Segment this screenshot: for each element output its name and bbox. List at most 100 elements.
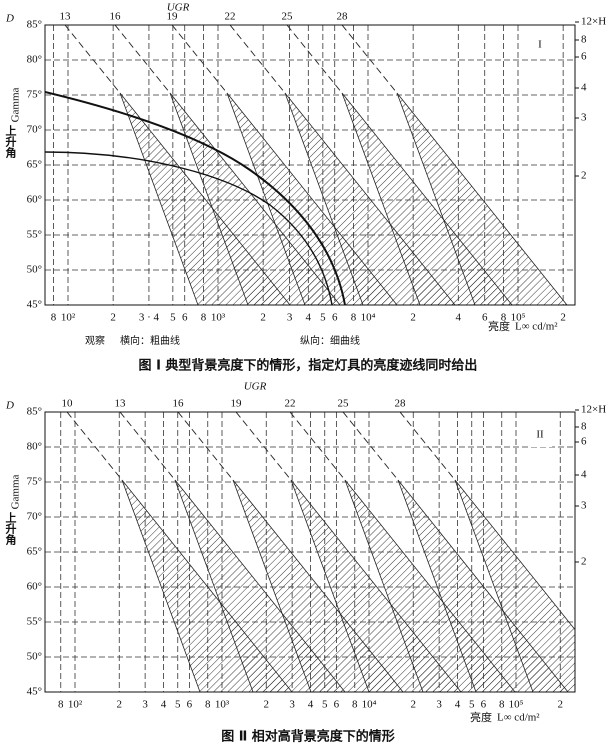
x-label: 亮度	[488, 319, 510, 333]
ugr-line	[114, 25, 171, 94]
ugr-line	[64, 25, 121, 94]
right-tick-label: 6	[581, 436, 587, 448]
y-tick-label: 70°	[27, 511, 42, 523]
ugr-line	[399, 412, 456, 481]
x-tick-label: 5	[469, 699, 475, 711]
right-tick-label: 3	[581, 112, 587, 124]
x-tick-label: 4	[306, 312, 312, 324]
x-label: 亮度	[470, 710, 492, 724]
y-tick-label: 65°	[27, 159, 42, 171]
ugr-line	[171, 25, 228, 94]
x-tick-label: 2	[117, 699, 123, 711]
ugr-label: 25	[338, 398, 350, 410]
x-tick-label: 5	[322, 699, 328, 711]
note: 横向：粗曲线	[120, 334, 180, 347]
x-tick-label: 2	[260, 312, 266, 324]
y-tick-label: 55°	[27, 616, 42, 628]
x-tick-label: 8	[501, 312, 507, 324]
x-tick-label: 2	[410, 312, 416, 324]
y-tick-label: 80°	[27, 441, 42, 453]
y-tick-label: 45°	[27, 299, 42, 311]
x-tick-label: 3 · 4	[139, 312, 160, 324]
y-tick-label: 75°	[27, 89, 42, 101]
ugr-label: 13	[60, 11, 72, 23]
roman-box	[528, 33, 552, 57]
ugr-line	[235, 412, 292, 481]
x-tick-label: 10²	[61, 312, 76, 324]
y-tick-label: 60°	[27, 194, 42, 206]
ugr-line	[177, 412, 234, 481]
note: 观察	[85, 334, 105, 347]
x-tick-label: 10⁴	[361, 312, 376, 324]
right-tick-label: 4	[581, 82, 587, 94]
y-tick-label: 65°	[27, 546, 42, 558]
y-name: 上升角	[4, 124, 17, 159]
x-tick-label: 2	[411, 699, 417, 711]
ugr-label: 22	[225, 11, 236, 23]
y-sub: Gamma	[10, 474, 22, 509]
right-tick-label: 2	[581, 170, 587, 182]
y-tick-label: 75°	[27, 476, 42, 488]
right-tick-label: 12×H	[581, 404, 606, 416]
x-tick-label: 6	[481, 699, 487, 711]
x-tick-label: 10²	[68, 699, 83, 711]
right-tick-label: 6	[581, 51, 587, 63]
ugr-label: 25	[282, 11, 294, 23]
ugr-title: UGR	[244, 381, 267, 393]
x-tick-label: 4	[161, 699, 167, 711]
x-tick-label: 6	[482, 312, 488, 324]
ugr-label: 16	[110, 11, 122, 23]
right-tick-label: 8	[581, 34, 587, 46]
x-tick-label: 3	[287, 312, 293, 324]
ugr-label: 22	[285, 398, 296, 410]
plot-area	[45, 412, 575, 692]
luminance-curve	[45, 91, 346, 305]
x-unit: L∞ cd/m²	[497, 712, 540, 724]
x-tick-label: 2	[560, 312, 566, 324]
y-tick-label: 80°	[27, 54, 42, 66]
x-tick-label: 2	[110, 312, 116, 324]
ugr-line	[66, 412, 123, 481]
x-tick-label: 3	[436, 699, 442, 711]
plot-frame	[44, 411, 576, 693]
caption: 图 Ⅰ 典型背景亮度下的情形，指定灯具的亮度迹线同时给出	[139, 358, 478, 374]
roman-label: I	[538, 39, 542, 51]
plot-frame	[44, 24, 576, 306]
ugr-title: UGR	[167, 2, 190, 14]
x-tick-label: 6	[332, 312, 338, 324]
ugr-line	[119, 412, 176, 481]
ugr-label: 19	[167, 11, 179, 23]
plot-area	[45, 25, 575, 305]
y-tick-label: 85°	[27, 406, 42, 418]
x-tick-label: 2	[264, 699, 270, 711]
ugr-line	[229, 25, 286, 94]
x-tick-label: 8	[51, 312, 57, 324]
y-tick-label: 55°	[27, 229, 42, 241]
d-label: D	[5, 400, 14, 412]
ugr-line	[341, 25, 398, 94]
x-tick-label: 10³	[211, 312, 226, 324]
x-tick-label: 8	[58, 699, 64, 711]
y-tick-label: 45°	[27, 686, 42, 698]
y-tick-label: 70°	[27, 124, 42, 136]
x-tick-label: 5	[175, 699, 181, 711]
ugr-label: 16	[173, 398, 185, 410]
right-tick-label: 12×H	[581, 16, 606, 28]
ugr-label: 10	[62, 398, 74, 410]
x-tick-label: 8	[499, 699, 505, 711]
ugr-line	[342, 412, 399, 481]
x-tick-label: 8	[205, 699, 211, 711]
note: 纵向：细曲线	[300, 334, 360, 347]
y-tick-label: 85°	[27, 19, 42, 31]
ugr-label: 28	[395, 398, 407, 410]
x-tick-label: 5	[170, 312, 176, 324]
luminance-curve	[45, 151, 333, 305]
right-tick-label: 2	[581, 556, 587, 568]
x-tick-label: 8	[351, 312, 357, 324]
x-tick-label: 3	[142, 699, 148, 711]
x-tick-label: 6	[187, 699, 193, 711]
y-sub: Gamma	[10, 87, 22, 122]
x-tick-label: 3	[289, 699, 295, 711]
figure: 13 16 19 22 25 2885°80°75°70°65°60°55°50°45°8…	[4, 2, 606, 374]
right-tick-label: 3	[581, 500, 587, 512]
